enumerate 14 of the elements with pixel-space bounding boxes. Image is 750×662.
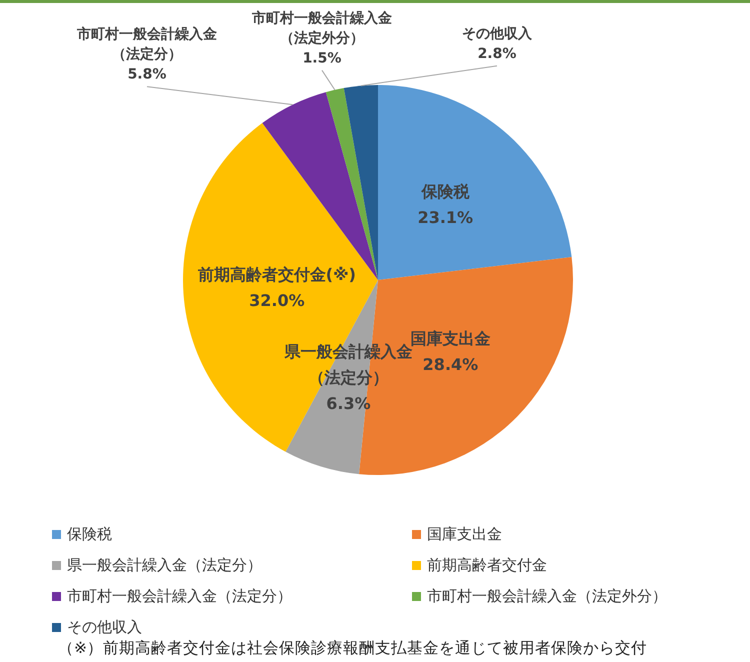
data-label: 市町村一般会計繰入金（法定分） 5.8% bbox=[76, 26, 218, 83]
legend-label: その他収入 bbox=[67, 618, 142, 636]
pie-slice bbox=[378, 85, 572, 280]
legend-label: 前期高齢者交付金 bbox=[427, 556, 547, 574]
data-label: 前期高齢者交付金(※) 32.0% bbox=[196, 264, 356, 310]
legend-label: 市町村一般会計繰入金（法定外分） bbox=[427, 586, 667, 606]
legend-label: 保険税 bbox=[67, 524, 112, 544]
text: （※）前期高齢者交付金は社会保険診療報酬支払基金を通じて被用者保険から交付 bbox=[58, 638, 647, 659]
legend-label: 市町村一般会計繰入金（法定分） bbox=[67, 586, 292, 606]
data-label: 市町村一般会計繰入金（法定外分） 1.5% bbox=[250, 9, 393, 66]
data-label: その他収入 2.8% bbox=[462, 26, 533, 62]
data-label: 保険税 23.1% bbox=[418, 182, 474, 227]
legend-label: 国庫支出金 bbox=[427, 524, 502, 544]
legend-label: 県一般会計繰入金（法定分） bbox=[67, 556, 262, 574]
